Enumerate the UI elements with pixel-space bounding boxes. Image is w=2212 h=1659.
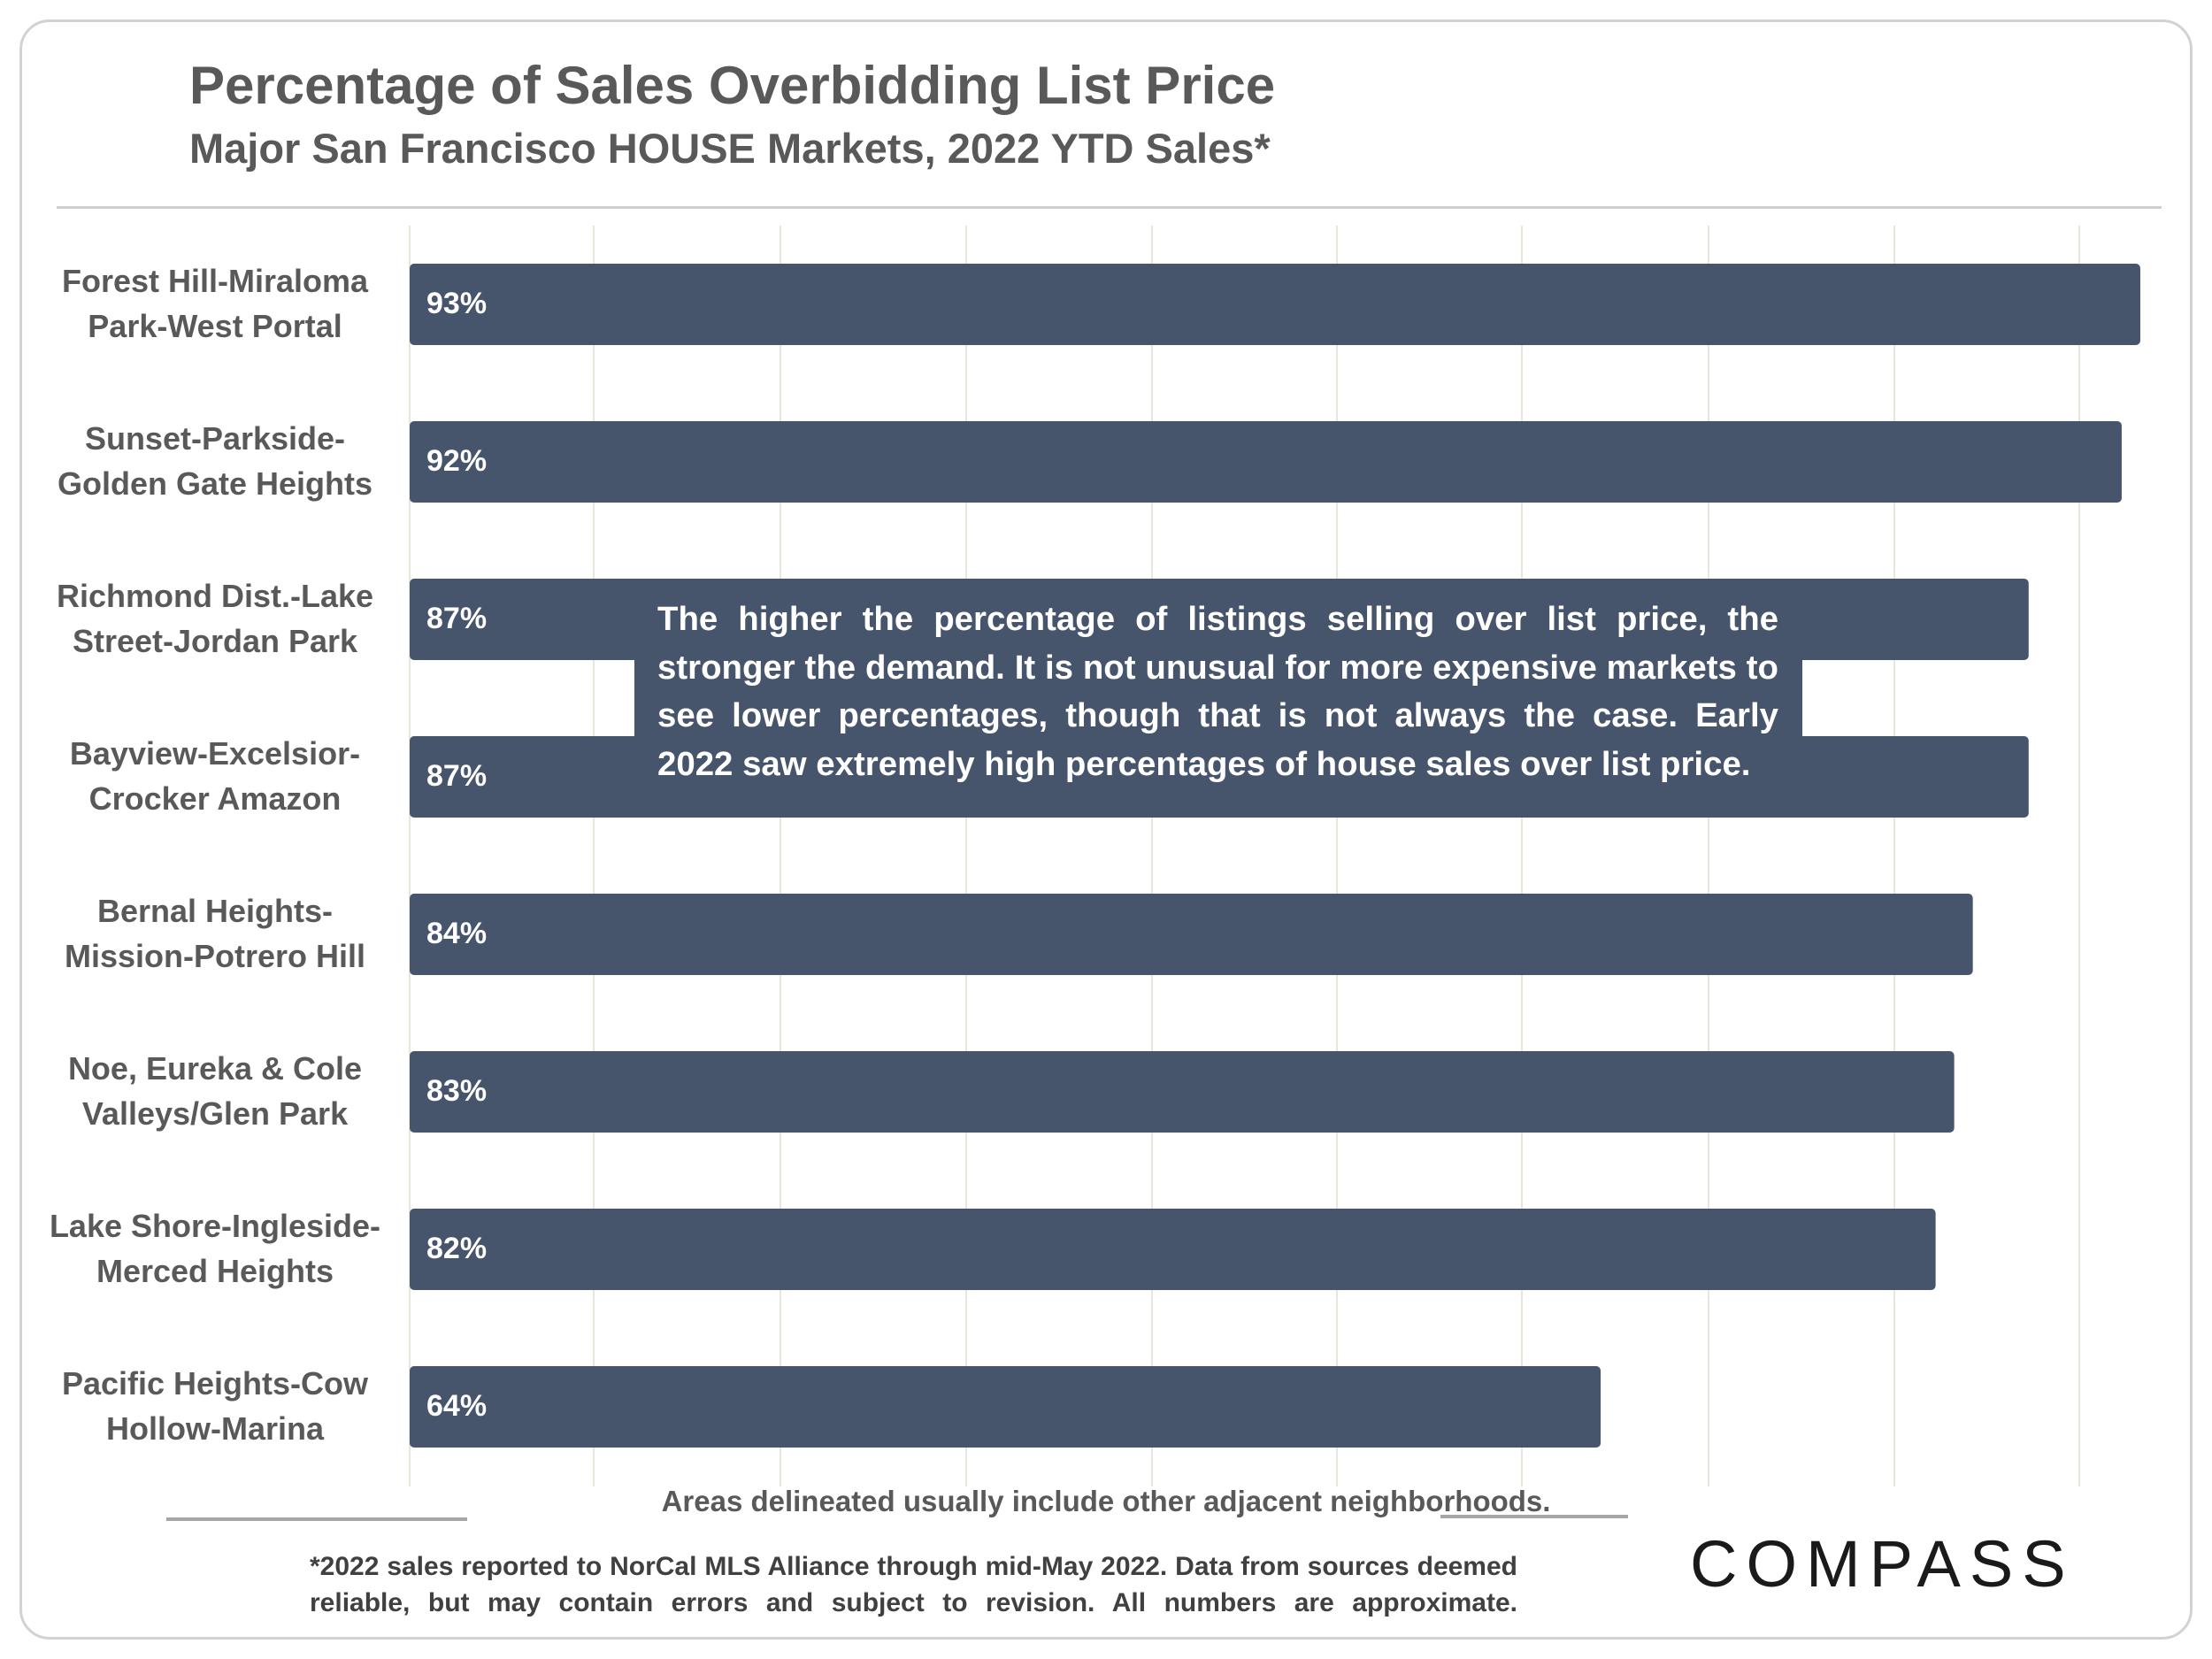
category-label-line: Bernal Heights- (96, 893, 334, 929)
bar (410, 421, 2122, 503)
bar (410, 1051, 1955, 1133)
bar-value-label: 92% (426, 444, 488, 478)
category-label-line: Park-West Portal (88, 308, 342, 344)
category-label-line: Forest Hill-Miraloma (61, 263, 369, 299)
category-label-line: Valleys/Glen Park (81, 1095, 349, 1132)
disclaimer: *2022 sales reported to NorCal MLS Allia… (310, 1552, 1517, 1617)
bar-value-label: 82% (426, 1232, 488, 1265)
category-label: Lake Shore-Ingleside- Merced Heights (25, 1203, 405, 1294)
chart-subtitle: Major San Francisco HOUSE Markets, 2022 … (189, 125, 1271, 172)
category-label: Bernal Heights- Mission-Potrero Hill (25, 888, 405, 979)
bar (410, 1209, 1936, 1290)
bar-value-label: 83% (426, 1074, 488, 1108)
category-label-line: Golden Gate Heights (57, 465, 373, 502)
category-label-line: Bayview-Excelsior- (69, 735, 361, 772)
category-label-line: Crocker Amazon (88, 780, 342, 817)
chart-title: Percentage of Sales Overbidding List Pri… (189, 56, 1276, 115)
callout-box: The higher the percentage of listings se… (634, 584, 1802, 807)
bar-value-label: 93% (426, 287, 488, 320)
bar (410, 894, 1973, 975)
bars (410, 264, 2140, 1448)
bar-value-label: 84% (426, 917, 488, 950)
compass-logo: COMPASS (1690, 1527, 2075, 1601)
category-label-line: Noe, Eureka & Cole (67, 1050, 363, 1087)
category-label: Noe, Eureka & Cole Valleys/Glen Park (25, 1046, 405, 1136)
bar-value-label: 64% (426, 1389, 488, 1423)
category-label-line: Mission-Potrero Hill (64, 938, 366, 974)
category-label-line: Lake Shore-Ingleside- (49, 1208, 381, 1244)
bar (410, 1366, 1601, 1448)
category-label: Pacific Heights-Cow Hollow-Marina (25, 1361, 405, 1451)
category-label-line: Pacific Heights-Cow (61, 1365, 369, 1402)
category-label: Sunset-Parkside- Golden Gate Heights (25, 416, 405, 506)
category-label-line: Richmond Dist.-Lake (56, 578, 374, 614)
category-label: Bayview-Excelsior- Crocker Amazon (25, 731, 405, 821)
footer-rule-right (1440, 1515, 1628, 1518)
gridlines (409, 226, 2080, 1486)
bar (410, 264, 2140, 345)
bar-value-label: 87% (426, 602, 488, 635)
bar-value-label: 87% (426, 759, 488, 793)
category-label-line: Sunset-Parkside- (84, 420, 346, 457)
header-divider (57, 206, 2162, 209)
category-label-line: Street-Jordan Park (72, 623, 358, 659)
category-label-line: Merced Heights (96, 1253, 334, 1289)
areas-note: Areas delineated usually include other a… (661, 1485, 1551, 1517)
category-label: Forest Hill-Miraloma Park-West Portal (25, 258, 405, 349)
category-label-line: Hollow-Marina (105, 1410, 324, 1447)
footer-rule-left (166, 1517, 467, 1521)
category-label: Richmond Dist.-Lake Street-Jordan Park (25, 573, 405, 664)
